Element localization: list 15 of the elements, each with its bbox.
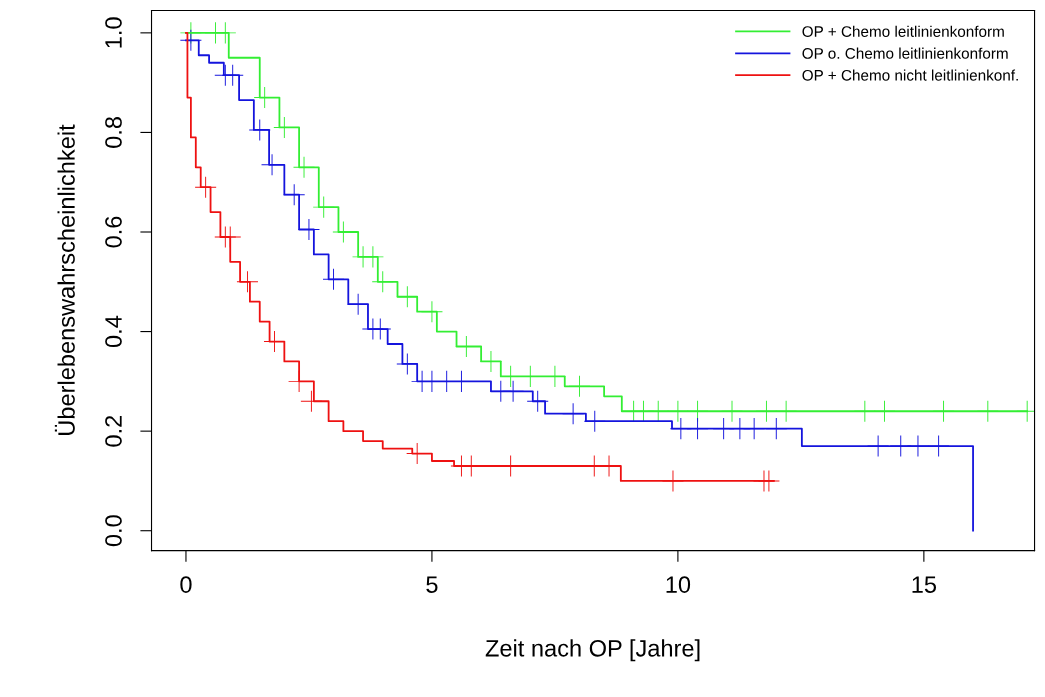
y-tick-label: 0.6 bbox=[105, 216, 122, 248]
x-axis-title: Zeit nach OP [Jahre] bbox=[485, 639, 700, 662]
legend-label: OP o. Chemo leitlinienkonform bbox=[802, 47, 1008, 59]
y-tick-label: 0.2 bbox=[105, 415, 122, 447]
x-tick-label: 0 bbox=[180, 576, 192, 593]
legend-label: OP + Chemo leitlinienkonform bbox=[802, 25, 1004, 37]
y-tick-label: 0.4 bbox=[105, 315, 122, 348]
x-tick-label: 15 bbox=[912, 576, 937, 593]
y-tick-label: 0.8 bbox=[105, 117, 122, 148]
y-tick-label: 1.0 bbox=[105, 17, 122, 48]
y-axis-title: Überlebenswahrscheinlichkeit bbox=[54, 124, 75, 435]
legend-label: OP + Chemo nicht leitlinienkonf. bbox=[802, 69, 1018, 81]
x-tick-label: 5 bbox=[426, 576, 438, 593]
y-tick-label: 0.0 bbox=[105, 515, 122, 547]
x-tick-label: 10 bbox=[666, 576, 691, 593]
